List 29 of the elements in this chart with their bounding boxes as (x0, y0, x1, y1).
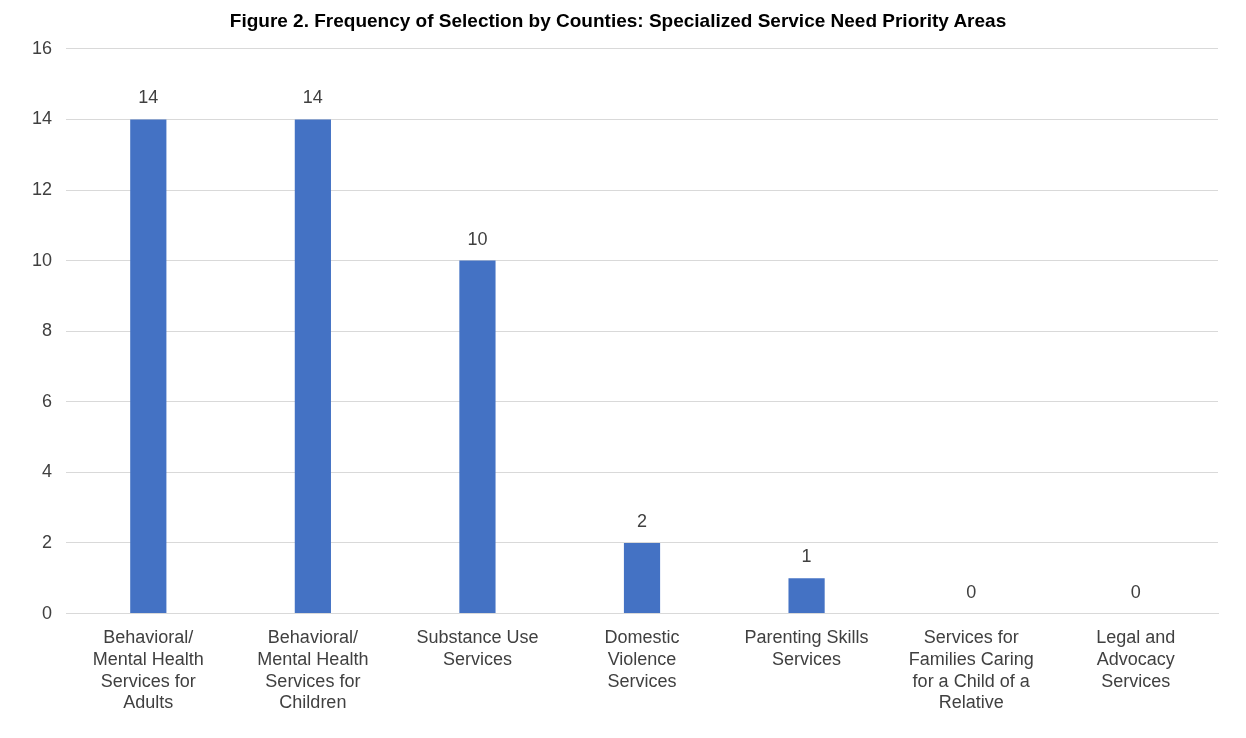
data-label: 2 (637, 510, 648, 531)
data-label: 14 (302, 87, 323, 108)
y-tick-label: 4 (42, 461, 53, 482)
x-tick-label: Behavioral/ Mental Health Services for Adults (92, 627, 204, 713)
data-label: 10 (467, 228, 488, 249)
y-tick-label: 14 (31, 108, 53, 129)
data-label: 1 (801, 546, 812, 567)
y-tick-label: 10 (31, 249, 53, 270)
bar (459, 260, 496, 614)
x-tick-label: Services for Families Caring for a Child of a Relative (908, 627, 1034, 713)
x-tick-label: Behavioral/ Mental Health Services for Children (257, 627, 369, 713)
y-tick-label: 0 (42, 602, 53, 623)
data-label: 14 (138, 87, 159, 108)
bar (788, 578, 825, 614)
bar (130, 119, 167, 614)
x-tick-label: Domestic Violence Services (604, 627, 680, 691)
y-tick-label: 8 (42, 320, 53, 341)
data-label: 0 (966, 581, 977, 602)
y-tick-label: 6 (42, 390, 53, 411)
y-tick-label: 2 (42, 531, 53, 552)
bar (623, 543, 661, 614)
y-tick-label: 16 (31, 37, 53, 58)
x-tick-label: Parenting Skills Services (744, 627, 869, 669)
chart-title: Figure 2. Frequency of Selection by Counties: Specialized Service Need Priority Areas (229, 9, 1007, 31)
x-tick-label: Legal and Advocacy Services (1096, 627, 1176, 691)
y-tick-label: 12 (31, 178, 53, 199)
x-tick-label: Substance Use Services (416, 627, 539, 669)
data-label: 0 (1130, 581, 1141, 602)
bar (294, 119, 331, 614)
